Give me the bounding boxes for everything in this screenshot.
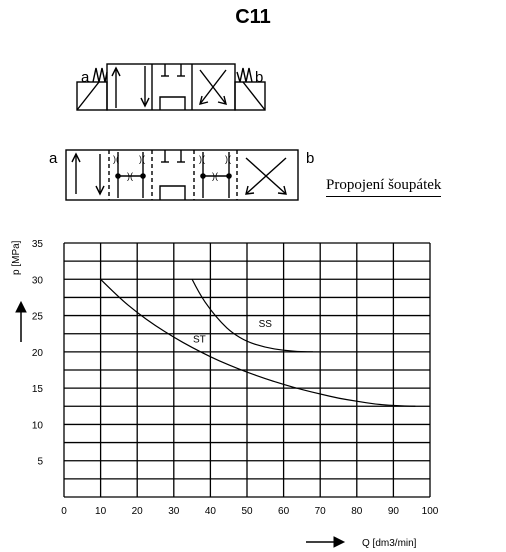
valve-symbol-top xyxy=(76,63,266,111)
valve-bottom-label-a: a xyxy=(49,150,58,167)
y-tick-label: 15 xyxy=(32,384,44,395)
svg-text:)(: )( xyxy=(225,154,231,164)
valve-top-label-b: b xyxy=(255,69,263,86)
curve-label-ss: SS xyxy=(259,319,273,330)
throttle-marks: )( )( )( )( )( )( xyxy=(113,154,231,181)
chart-ticks: 0 10 20 30 40 50 60 70 80 90 100 35 30 25 20 15 10 5 xyxy=(32,239,439,517)
curve-label-st: ST xyxy=(193,334,206,345)
y-tick-label: 25 xyxy=(32,312,44,323)
svg-text:)(: )( xyxy=(212,171,218,181)
svg-text:)(: )( xyxy=(139,154,145,164)
y-tick-label: 30 xyxy=(32,275,44,286)
y-axis-arrow xyxy=(15,300,27,342)
x-tick-label: 10 xyxy=(95,506,107,517)
x-tick-label: 100 xyxy=(422,506,439,517)
y-axis-label: p [MPa] xyxy=(11,240,22,275)
svg-text:)(: )( xyxy=(113,154,119,164)
y-tick-label: 20 xyxy=(32,348,44,359)
x-axis-label: Q [dm3/min] xyxy=(362,538,417,549)
curve-st xyxy=(100,278,416,407)
x-tick-label: 20 xyxy=(132,506,144,517)
curve-ss xyxy=(191,279,313,353)
caption-spool-connection: Propojení šoupátek xyxy=(326,176,442,197)
chart-grid xyxy=(63,242,431,498)
diagram-title: C11 xyxy=(235,6,271,28)
valve-bottom-label-b: b xyxy=(306,150,314,167)
x-tick-label: 60 xyxy=(278,506,290,517)
svg-text:)(: )( xyxy=(199,154,205,164)
x-tick-label: 0 xyxy=(61,506,67,517)
x-tick-label: 30 xyxy=(168,506,180,517)
x-axis-arrow xyxy=(306,536,346,548)
x-tick-label: 70 xyxy=(315,506,327,517)
y-tick-label: 5 xyxy=(37,457,43,468)
valve-top-label-a: a xyxy=(81,69,90,86)
svg-text:)(: )( xyxy=(127,171,133,181)
x-tick-label: 40 xyxy=(205,506,217,517)
x-tick-label: 90 xyxy=(388,506,400,517)
x-tick-label: 50 xyxy=(241,506,253,517)
valve-symbols: a b )( )( )( )( )( )( a b xyxy=(49,63,314,201)
y-tick-label: 35 xyxy=(32,239,44,250)
chart-curves: ST SS xyxy=(100,278,416,407)
x-tick-label: 80 xyxy=(351,506,363,517)
y-tick-label: 10 xyxy=(32,420,44,431)
